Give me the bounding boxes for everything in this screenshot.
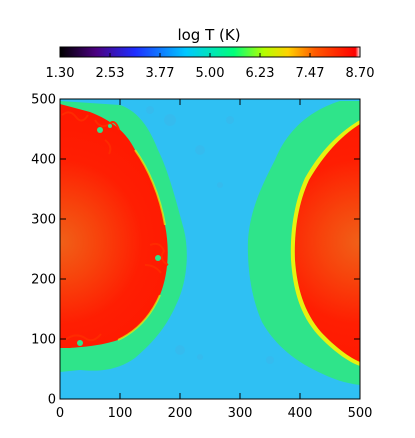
x-tick-label: 400 — [288, 406, 313, 421]
y-tick-label: 500 — [31, 93, 56, 108]
x-tick-label: 100 — [108, 406, 133, 421]
y-tick-label: 0 — [48, 393, 56, 408]
colorbar-tick-label: 7.47 — [296, 66, 325, 81]
colorbar-ticks: 1.30 2.53 3.77 5.00 6.23 7.47 8.70 — [46, 53, 375, 81]
colorbar-tick-label: 5.00 — [196, 66, 225, 81]
axis-ticks: 0 100 200 300 400 500 0 100 200 300 400 500 — [31, 93, 372, 422]
y-tick-label: 400 — [31, 153, 56, 168]
colorbar-tick-label: 2.53 — [96, 66, 125, 81]
heatmap-image — [60, 99, 360, 399]
colorbar-tick-label: 8.70 — [346, 66, 375, 81]
colorbar-tick-label: 6.23 — [246, 66, 275, 81]
y-tick-label: 200 — [31, 273, 56, 288]
x-tick-label: 200 — [168, 406, 193, 421]
colorbar-tick-label: 3.77 — [146, 66, 175, 81]
x-tick-label: 500 — [348, 406, 373, 421]
y-tick-label: 100 — [31, 333, 56, 348]
y-tick-label: 300 — [31, 213, 56, 228]
colorbar-label: log T (K) — [177, 26, 240, 44]
hot-bubble-right — [294, 124, 360, 362]
colorbar-tick-label: 1.30 — [46, 66, 75, 81]
x-tick-label: 300 — [228, 406, 253, 421]
hot-bubble-left — [60, 104, 168, 348]
x-tick-label: 0 — [56, 406, 64, 421]
plot-frame — [59, 98, 361, 400]
